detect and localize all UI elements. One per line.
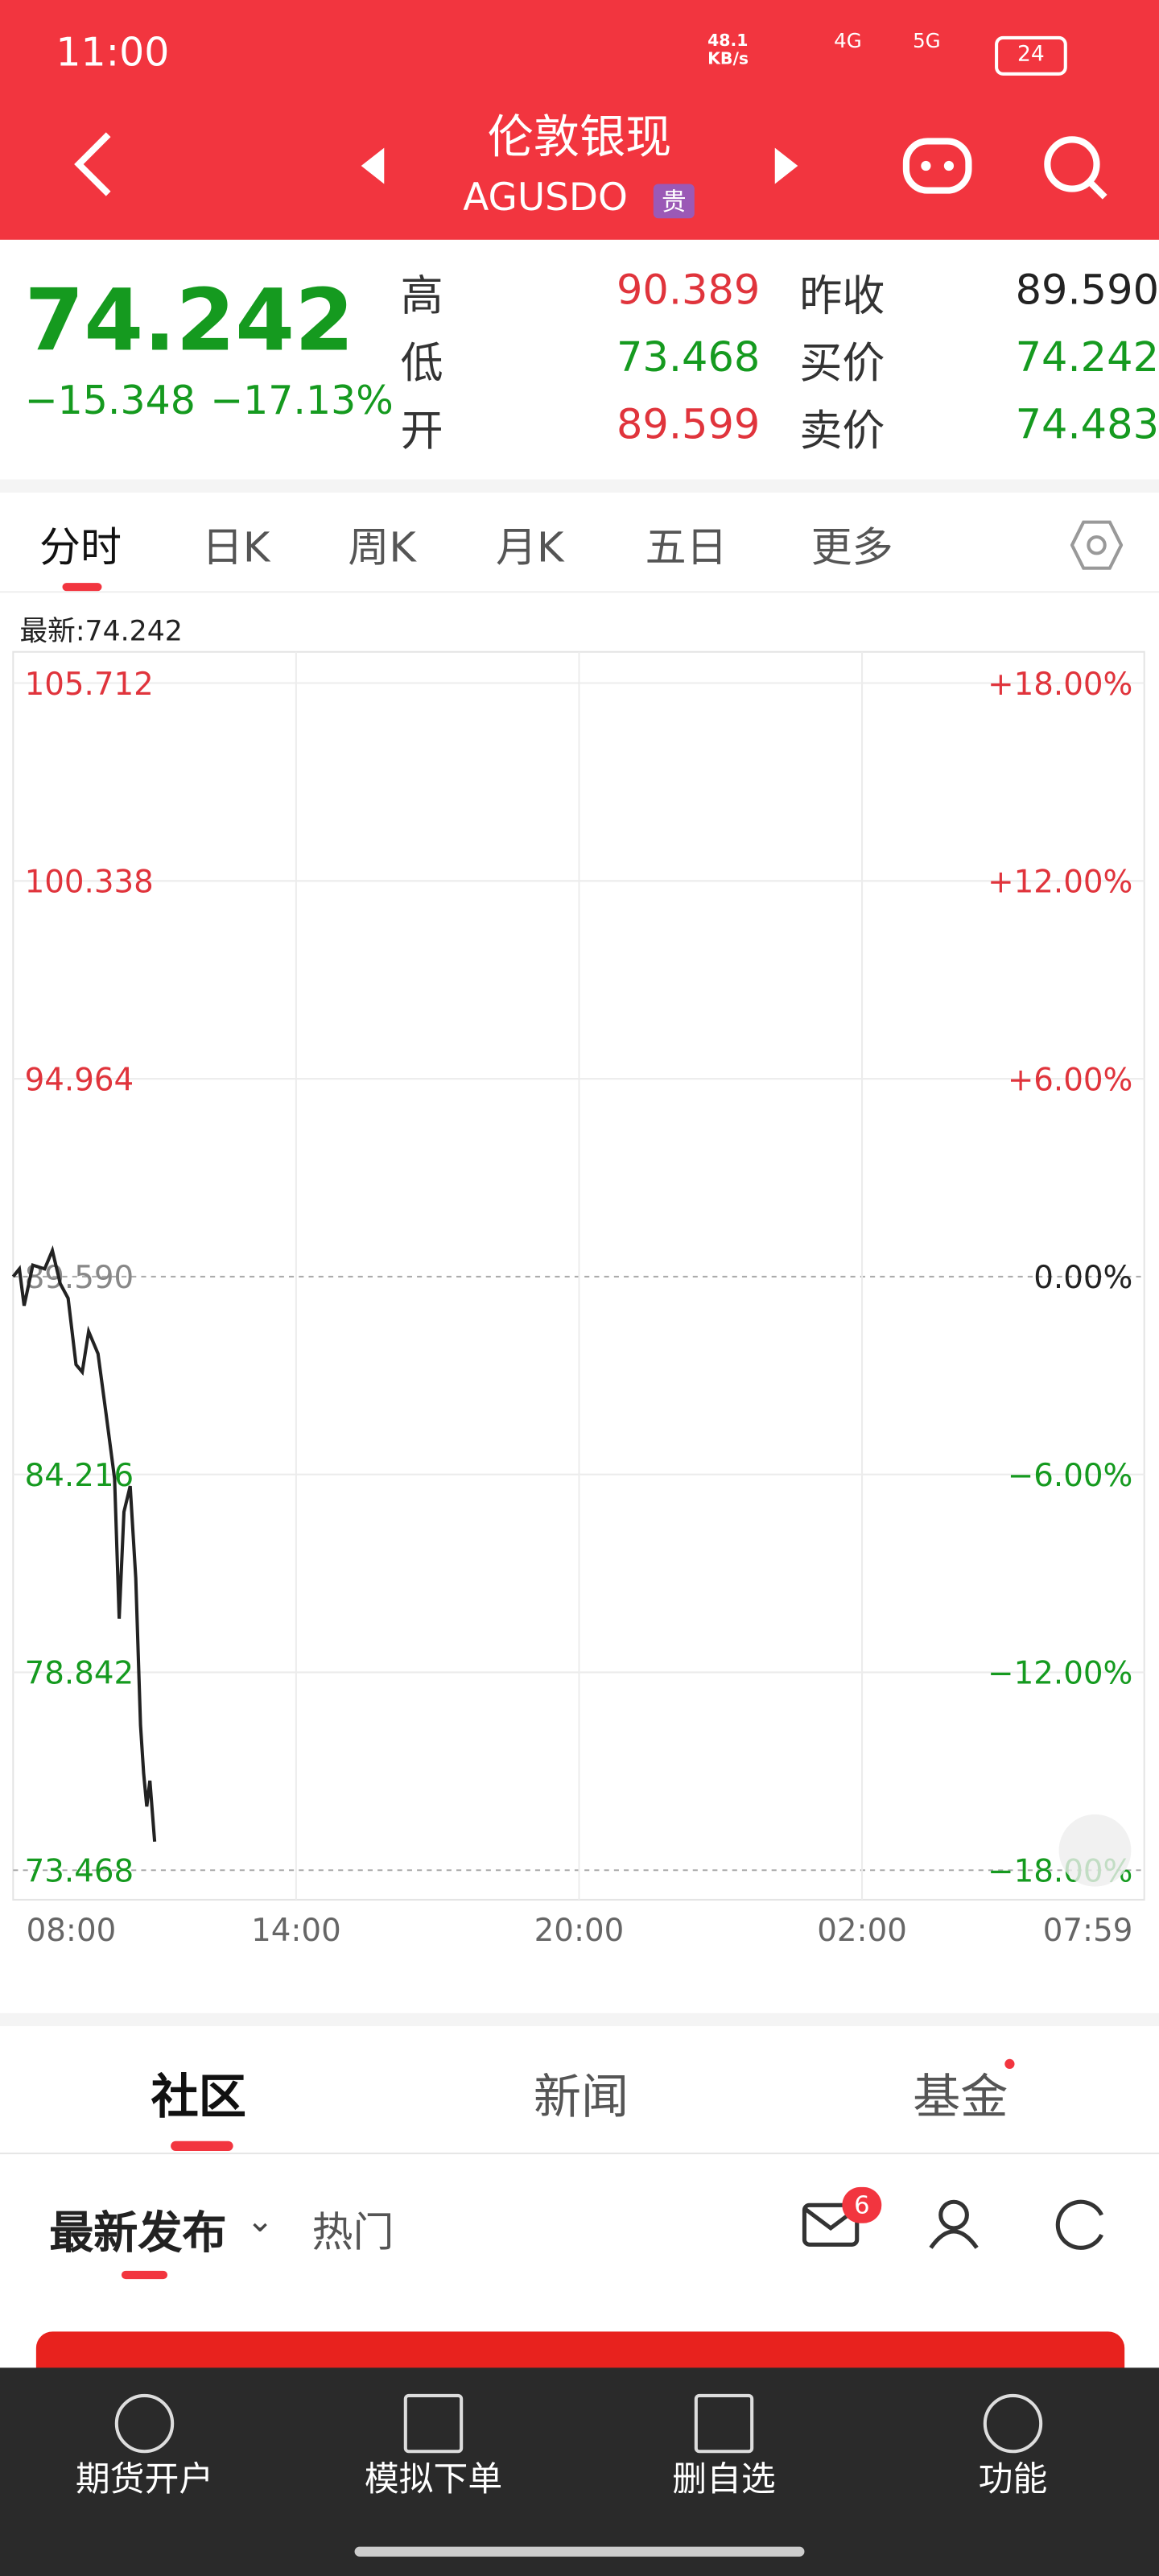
clock: 11:00 <box>56 29 170 76</box>
tab[interactable]: 周K <box>348 523 416 572</box>
tab[interactable]: 五日 <box>645 523 728 572</box>
community-tab[interactable]: 社区 <box>151 2069 246 2125</box>
y-tick-label: 78.842 <box>25 1656 134 1692</box>
y2-tick-label: +12.00% <box>988 865 1132 901</box>
divider <box>0 591 1159 593</box>
change: −15.348 <box>24 378 196 424</box>
filter[interactable]: 热门 <box>311 2208 394 2256</box>
net-4g: 4G <box>834 29 862 53</box>
tab[interactable]: 更多 <box>810 523 893 572</box>
y-tick-label: 100.338 <box>25 865 154 901</box>
tab[interactable]: 月K <box>495 523 564 572</box>
nav-label[interactable]: 期货开户 <box>75 2459 214 2500</box>
nav-label[interactable]: 功能 <box>978 2459 1048 2500</box>
stat-value: 74.242 <box>1015 333 1159 382</box>
y-tick-label: 73.468 <box>25 1853 134 1889</box>
filter-indicator <box>121 2270 168 2280</box>
expand-button <box>1058 1814 1132 1887</box>
community-tab[interactable]: 基金 <box>913 2069 1008 2125</box>
stat-label: 低 <box>400 340 443 390</box>
x-tick-label: 02:00 <box>817 1913 907 1949</box>
chart: 105.712 100.338 94.964 89.590 84.216 78.842 73… <box>11 650 1145 1949</box>
stat-label: 高 <box>400 272 443 322</box>
dot <box>1004 2058 1015 2070</box>
latest: 最新:74.242 <box>19 615 183 649</box>
nav-icon <box>694 2393 754 2454</box>
y-tick-label: 94.964 <box>25 1062 134 1098</box>
stat-value: 74.483 <box>1015 400 1159 448</box>
nav-icon <box>983 2393 1043 2454</box>
net-speed: 48.1 KB/s <box>707 32 749 69</box>
stat-value: 89.599 <box>616 400 761 448</box>
header-icons <box>74 132 1107 200</box>
y-tick-label: 89.590 <box>25 1260 134 1296</box>
nav-label[interactable]: 删自选 <box>672 2459 776 2500</box>
bottom-nav <box>0 2368 1159 2576</box>
y-tick-label: 105.712 <box>25 667 154 703</box>
home-indicator <box>354 2546 805 2557</box>
divider <box>0 2013 1159 2026</box>
change-pct: −17.13% <box>210 378 394 424</box>
battery: 24 <box>995 35 1067 76</box>
y2-tick-label: 0.00% <box>1033 1260 1132 1296</box>
stat-label: 开 <box>400 407 443 457</box>
x-tick-label: 20:00 <box>534 1913 625 1949</box>
x-tick-label: 08:00 <box>27 1913 117 1949</box>
price-line <box>11 1245 157 1842</box>
price: 74.242 <box>24 272 354 371</box>
y-tick-label: 84.216 <box>25 1458 134 1494</box>
code: AGUSDO <box>463 177 628 221</box>
tab[interactable]: 分时 <box>39 523 122 572</box>
settings-icon[interactable] <box>1070 519 1124 572</box>
y2-tick-label: +6.00% <box>1008 1062 1133 1098</box>
x-tick-label: 14:00 <box>251 1913 341 1949</box>
tag: 贵 <box>653 184 695 219</box>
nav-label[interactable]: 模拟下单 <box>364 2459 503 2500</box>
y2-tick-label: +18.00% <box>988 667 1132 703</box>
y2-tick-label: −12.00% <box>988 1656 1132 1692</box>
tab-indicator <box>62 583 102 592</box>
title: 伦敦银现 <box>487 109 672 164</box>
top-bar <box>0 0 1159 240</box>
stat-value: 90.389 <box>616 266 761 314</box>
nav-icon <box>114 2393 175 2454</box>
stat-value: 89.590 <box>1015 266 1159 314</box>
nav-icon <box>403 2393 464 2454</box>
divider <box>0 2153 1159 2155</box>
stat-label: 买价 <box>799 340 885 390</box>
stat-label: 昨收 <box>799 272 885 322</box>
community-icons <box>802 2199 1103 2250</box>
y2-tick-label: −6.00% <box>1008 1458 1133 1494</box>
stat-label: 卖价 <box>799 407 885 457</box>
tab-indicator <box>171 2140 233 2152</box>
x-tick-label: 07:59 <box>1043 1913 1133 1949</box>
badge: 6 <box>842 2186 882 2223</box>
community-tab[interactable]: 新闻 <box>533 2069 629 2125</box>
filter[interactable]: 最新发布 <box>49 2208 227 2260</box>
tab[interactable]: 日K <box>201 523 270 572</box>
net-5g: 5G <box>913 29 941 53</box>
divider <box>0 479 1159 493</box>
stat-value: 73.468 <box>616 333 761 382</box>
caret: ⌄ <box>245 2200 274 2240</box>
